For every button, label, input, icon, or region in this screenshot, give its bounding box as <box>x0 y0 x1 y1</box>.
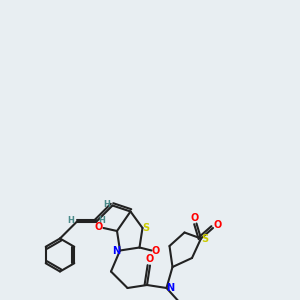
Text: H: H <box>68 216 74 225</box>
Text: H: H <box>104 200 110 208</box>
Text: N: N <box>112 245 121 256</box>
Text: S: S <box>142 223 150 233</box>
Text: S: S <box>201 233 208 244</box>
Text: O: O <box>95 221 103 232</box>
Text: O: O <box>213 220 222 230</box>
Text: O: O <box>152 245 160 256</box>
Text: O: O <box>146 254 154 265</box>
Text: O: O <box>191 213 199 223</box>
Text: H: H <box>98 216 105 225</box>
Text: N: N <box>166 283 174 293</box>
